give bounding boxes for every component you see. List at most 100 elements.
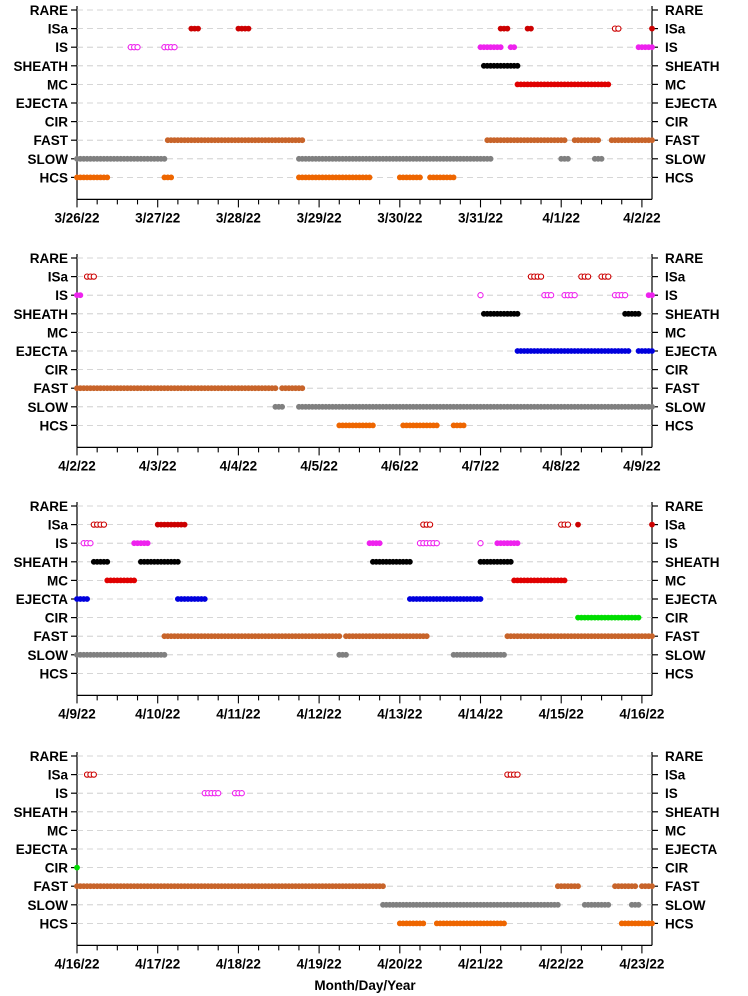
x-tick-label: 4/11/22 [216, 706, 260, 721]
y-label-right: MC [665, 573, 686, 588]
y-label-left: IS [55, 40, 68, 55]
y-label-right: IS [665, 40, 678, 55]
y-label-left: EJECTA [16, 842, 69, 857]
y-label-left: ISa [48, 518, 69, 533]
x-tick-label: 4/9/22 [623, 458, 661, 473]
x-tick-label: 3/31/22 [458, 210, 503, 225]
x-tick-label: 4/8/22 [542, 458, 580, 473]
y-label-left: SLOW [28, 400, 69, 415]
x-tick-label: 4/5/22 [300, 458, 338, 473]
x-tick-label: 4/9/22 [58, 706, 96, 721]
event-marker-is [511, 44, 518, 51]
y-label-right: CIR [665, 611, 689, 626]
event-marker-slow [598, 155, 605, 162]
event-marker-ejecta [649, 348, 655, 354]
event-marker-ejecta [477, 596, 484, 602]
event-marker-slow [565, 155, 571, 162]
event-marker-fast [299, 385, 306, 392]
x-tick-label: 4/6/22 [381, 458, 419, 473]
event-marker-isa [537, 273, 545, 280]
y-label-left: FAST [33, 629, 68, 644]
event-marker-hcs [450, 174, 457, 181]
event-marker-sheath [514, 310, 521, 317]
y-label-right: EJECTA [665, 592, 718, 607]
y-label-right: EJECTA [665, 842, 718, 857]
y-label-left: SHEATH [13, 307, 68, 322]
y-label-left: HCS [39, 418, 68, 433]
event-marker-slow [279, 403, 286, 410]
y-label-right: SLOW [665, 648, 706, 663]
y-label-right: EJECTA [665, 344, 718, 359]
event-marker-fast [380, 883, 386, 890]
x-tick-label: 3/26/22 [54, 210, 99, 225]
x-tick-label: 4/16/22 [54, 956, 99, 971]
y-label-right: HCS [665, 916, 694, 931]
event-marker-isa [90, 771, 97, 778]
y-label-left: SLOW [28, 648, 69, 663]
x-tick-label: 4/20/22 [377, 956, 422, 971]
event-marker-is [144, 540, 151, 547]
y-label-right: IS [665, 786, 678, 801]
event-marker-hcs [420, 920, 427, 927]
y-label-right: SHEATH [665, 59, 720, 74]
event-marker-is [477, 540, 484, 547]
event-marker-is [171, 44, 178, 51]
y-label-left: EJECTA [16, 96, 69, 111]
event-marker-slow [554, 901, 561, 908]
event-marker-mc [605, 81, 612, 88]
event-marker-slow [161, 651, 168, 658]
x-tick-label: 4/15/22 [539, 706, 584, 721]
y-label-left: HCS [39, 916, 68, 931]
event-marker-ejecta [625, 348, 632, 354]
x-tick-label: 4/17/22 [135, 956, 180, 971]
event-marker-is [547, 292, 555, 299]
event-marker-cir [74, 864, 80, 871]
y-label-left: ISa [48, 768, 69, 783]
event-marker-fast [561, 137, 568, 144]
y-label-left: IS [55, 288, 68, 303]
event-marker-sheath [507, 558, 514, 565]
x-tick-label: 4/18/22 [216, 956, 261, 971]
event-marker-hcs [649, 920, 655, 927]
event-marker-isa [615, 25, 622, 32]
event-marker-isa [584, 273, 592, 280]
y-label-right: RARE [665, 251, 703, 266]
event-marker-ejecta [84, 596, 90, 602]
event-marker-fast [336, 633, 343, 640]
y-label-right: FAST [665, 381, 700, 396]
event-marker-isa [528, 25, 534, 32]
y-label-left: RARE [30, 499, 68, 514]
y-label-right: SLOW [665, 898, 706, 913]
event-marker-isa [90, 273, 97, 280]
y-label-right: SHEATH [665, 555, 720, 570]
y-label-left: RARE [30, 251, 68, 266]
y-label-right: CIR [665, 861, 689, 876]
x-tick-label: 3/29/22 [297, 210, 342, 225]
event-marker-hcs [501, 920, 507, 927]
event-marker-isa [649, 25, 655, 32]
y-label-right: MC [665, 77, 686, 92]
event-marker-hcs [168, 174, 175, 181]
y-label-right: FAST [665, 629, 700, 644]
event-marker-hcs [433, 422, 440, 429]
y-label-right: HCS [665, 666, 694, 681]
y-label-right: ISa [665, 768, 686, 783]
event-marker-hcs [460, 422, 467, 429]
event-marker-isa [575, 521, 581, 528]
event-marker-is [621, 292, 629, 299]
x-tick-label: 4/13/22 [377, 706, 422, 721]
y-label-left: EJECTA [16, 344, 69, 359]
event-marker-fast [595, 137, 602, 144]
event-marker-is [433, 540, 440, 547]
y-label-right: SLOW [665, 400, 706, 415]
event-marker-is [134, 44, 141, 51]
x-tick-label: 4/4/22 [220, 458, 258, 473]
y-label-right: CIR [665, 363, 689, 378]
y-label-left: IS [55, 536, 68, 551]
y-label-left: IS [55, 786, 68, 801]
event-marker-slow [161, 155, 168, 162]
event-marker-is [649, 44, 655, 51]
x-axis-title: Month/Day/Year [314, 978, 416, 993]
y-label-right: SHEATH [665, 307, 720, 322]
event-marker-is [514, 540, 521, 547]
